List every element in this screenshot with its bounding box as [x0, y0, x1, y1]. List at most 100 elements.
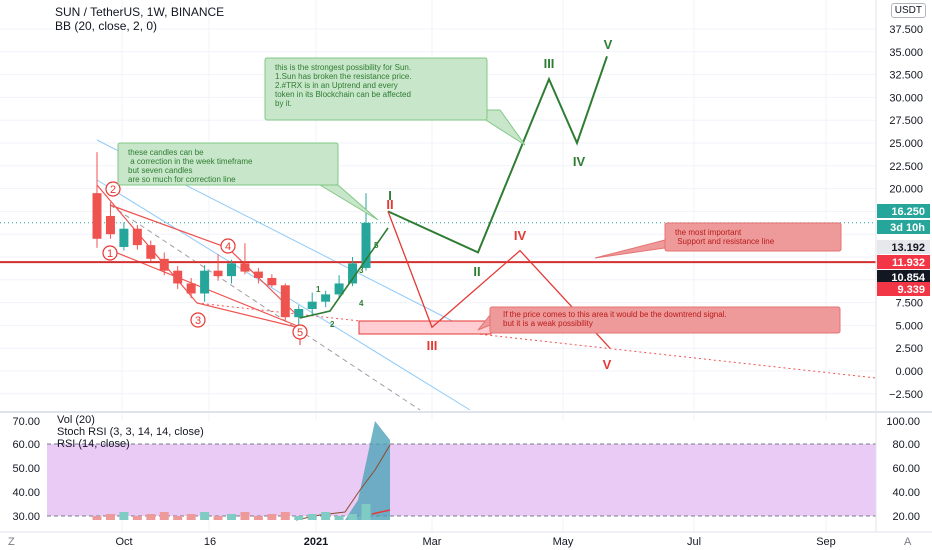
volume-bar [267, 514, 277, 520]
left-tick: 40.00 [12, 487, 40, 499]
volume-bar [105, 514, 115, 520]
right-tick: 40.00 [892, 487, 920, 499]
price-badge [877, 240, 930, 254]
candle-body [267, 277, 277, 286]
note-top [264, 57, 488, 121]
note-support-text: the most important Support and resistanc… [675, 228, 775, 246]
dotted-trend [196, 302, 877, 379]
price-badge-label: 16.250 [891, 206, 925, 218]
currency-button[interactable]: USDT [890, 3, 926, 18]
circle-marker [292, 324, 308, 340]
candle-body [132, 228, 142, 246]
wave-label-red: II [386, 197, 393, 212]
right-tick: 100.00 [886, 416, 920, 428]
small-count-label: 3 [359, 266, 364, 275]
price-badge-label: 13.192 [891, 242, 925, 254]
green-subwave [299, 227, 389, 319]
circle-label: 3 [195, 315, 201, 327]
price-badge [877, 204, 930, 218]
auto-scale-button: A [904, 536, 912, 548]
small-count-label: 4 [359, 299, 364, 308]
price-tick: 35.000 [889, 47, 923, 59]
circle-label: 4 [225, 241, 231, 253]
chart-title: SUN / TetherUS, 1W, BINANCE [55, 5, 225, 19]
right-tick: 60.00 [892, 463, 920, 475]
volume-bar [159, 512, 169, 520]
candle-body [334, 283, 344, 295]
left-tick: 70.00 [12, 416, 40, 428]
wave-label-green: II [473, 264, 480, 279]
candle-body [159, 258, 169, 271]
price-badge-label: 3d 10h [890, 222, 925, 234]
price-badge-label: 10.854 [891, 272, 926, 284]
candle-body [173, 270, 183, 284]
price-badge [877, 255, 930, 269]
volume-bar [240, 512, 250, 520]
time-tick: 2021 [304, 536, 328, 548]
wave-label-red: V [603, 357, 612, 372]
note-down-text: If the price comes to this area it would… [503, 310, 727, 328]
volume-bar [119, 512, 129, 520]
note-candles-text: these candles can be a correction in the… [128, 148, 253, 184]
price-tick: 0.000 [895, 366, 923, 378]
wave-label-green: IV [573, 154, 586, 169]
volume-bar [280, 512, 290, 520]
wave-label-green: I [388, 188, 392, 203]
note-down [489, 306, 841, 334]
price-tick: 25.000 [889, 138, 923, 150]
price-tick: 2.500 [895, 343, 923, 355]
circle-label: 1 [107, 248, 113, 260]
volume-bar [173, 516, 183, 520]
note-candles-pointer [318, 184, 379, 221]
volume-bar [321, 512, 331, 520]
time-tick: Sep [816, 536, 836, 548]
candle-body [348, 263, 358, 284]
time-tick: Jul [687, 536, 701, 548]
volume-bar [213, 516, 223, 520]
price-tick: 32.500 [889, 70, 923, 82]
candle-body [213, 270, 223, 277]
circle-label: 2 [110, 184, 116, 196]
small-count-label: 2 [330, 320, 335, 329]
rsi-band [47, 444, 876, 516]
time-tick: Mar [423, 536, 442, 548]
note-support-pointer [594, 239, 666, 259]
downtrend-zone [358, 320, 492, 335]
candle-body [146, 245, 156, 259]
candle-body [92, 193, 102, 239]
price-tick: 30.000 [889, 92, 923, 104]
stoch-spike [296, 421, 390, 520]
wave-label-green: III [544, 56, 555, 71]
volume-bar [294, 516, 304, 520]
price-badge [877, 270, 930, 284]
note-candles [117, 142, 339, 186]
price-tick: −2.500 [889, 389, 923, 401]
candle-body [240, 263, 250, 272]
time-tick: 16 [204, 536, 216, 548]
lower-pane-label: Stoch RSI (3, 3, 14, 14, close) [57, 426, 204, 438]
left-tick: 60.00 [12, 439, 40, 451]
small-count-label: 5 [374, 241, 379, 250]
right-tick: 20.00 [892, 511, 920, 523]
bb-indicator-label: BB (20, close, 2, 0) [55, 19, 158, 33]
volume-bar [200, 512, 210, 520]
zoom-icon: Z [8, 536, 15, 548]
trend-dashed [109, 204, 421, 411]
circle-marker [102, 245, 118, 261]
red-wave-path [387, 211, 611, 349]
volume-bar [307, 514, 317, 520]
candle-body [227, 263, 236, 277]
note-top-text: this is the strongest possibility for Su… [275, 63, 412, 108]
price-tick: 5.000 [895, 320, 923, 332]
circle-label: 5 [297, 327, 303, 339]
lower-pane-label: Vol (20) [57, 414, 95, 426]
price-tick: 37.500 [889, 24, 923, 36]
wave-label-green: V [604, 37, 613, 52]
wave-label-red-base: I [298, 336, 301, 348]
time-tick: Oct [115, 536, 132, 548]
price-tick: 20.000 [889, 184, 923, 196]
correction-line [96, 184, 301, 329]
price-badge [877, 282, 930, 296]
price-tick: 7.500 [895, 298, 923, 310]
